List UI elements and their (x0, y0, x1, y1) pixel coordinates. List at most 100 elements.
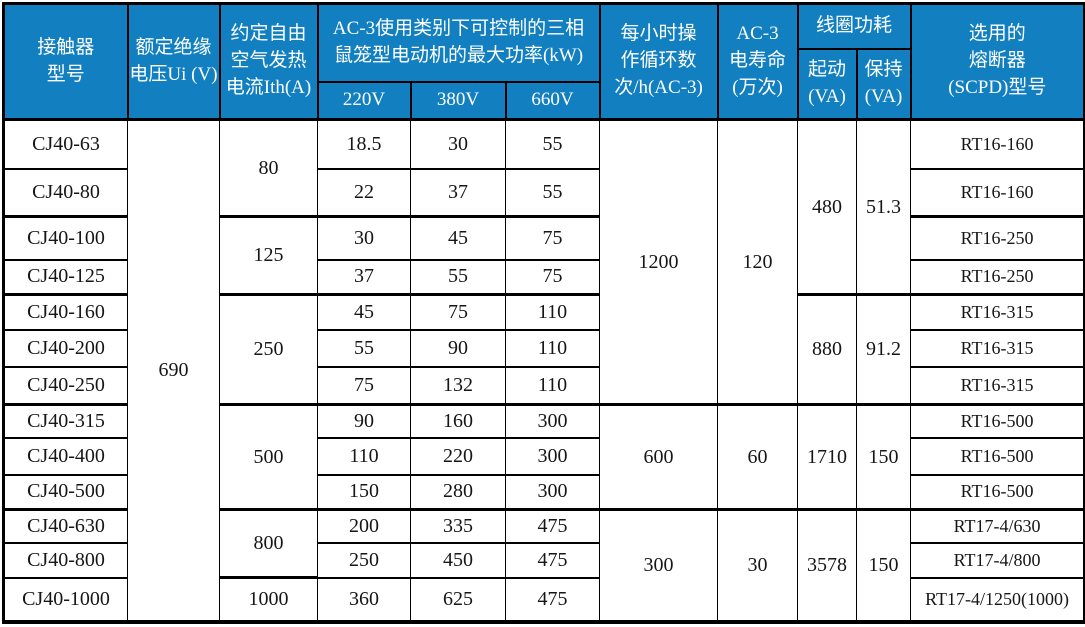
table-cell: 800 (219, 508, 318, 579)
table-cell: 60 (717, 403, 799, 511)
table-cell: 450 (410, 541, 506, 579)
table-row: CJ40-160 250 45 75 110 880 91.2 RT16-315 (3, 293, 1085, 406)
table-cell: 1000 (219, 576, 318, 623)
table-cell: CJ40-630 (3, 508, 128, 544)
table-cell: CJ40-250 (3, 365, 128, 406)
table-cell: 22 (317, 167, 411, 218)
table-cell: CJ40-80 (3, 167, 128, 218)
col-header-fuse-model: 选用的 熔断器 (SCPD)型号 (909, 2, 1085, 121)
table-cell: 220 (410, 436, 506, 476)
table-cell: 110 (504, 293, 601, 331)
table-row: CJ40-800 250 450 475 RT17-4/800 (3, 541, 1085, 579)
table-cell: 1200 (599, 118, 719, 406)
table-cell: RT16-250 (910, 258, 1085, 296)
table-cell: RT16-160 (910, 118, 1085, 170)
table-cell: 200 (317, 508, 411, 544)
table-cell: 150 (317, 473, 411, 511)
table-row: CJ40-315 500 90 160 300 600 60 1710 150 RT16-500 (3, 403, 1085, 511)
col-header-electrical-life: AC-3 电寿命 (万次) (716, 2, 799, 121)
table-cell: 880 (797, 293, 858, 406)
table-cell: 125 (219, 215, 318, 296)
table-cell: 30 (410, 118, 506, 170)
table-cell: 110 (317, 436, 411, 476)
table-row: CJ40-250 75 132 110 RT16-315 (3, 365, 1085, 406)
col-header-coil-consumption-group: 线圈功耗 (796, 2, 912, 50)
table-cell: 90 (410, 328, 506, 368)
table-cell: 75 (504, 258, 601, 296)
table-cell: CJ40-400 (3, 436, 128, 476)
table-cell: 75 (410, 293, 506, 331)
col-header-model: 接触器 型号 (2, 2, 129, 121)
table-cell: 475 (504, 541, 601, 579)
table-cell: 75 (504, 215, 601, 261)
table-cell: CJ40-1000 (3, 576, 128, 623)
table-cell: 37 (410, 167, 506, 218)
table-cell: 55 (504, 167, 601, 218)
table-cell: 55 (504, 118, 601, 170)
table-cell: RT16-315 (910, 328, 1085, 368)
table-cell: 250 (317, 541, 411, 579)
table-row: CJ40-80 22 37 55 RT16-160 (3, 167, 1085, 218)
table-cell: 160 (410, 403, 506, 439)
table-cell: 335 (410, 508, 506, 544)
table-cell: 55 (317, 328, 411, 368)
table-cell: RT16-500 (910, 436, 1085, 476)
table-cell: 360 (317, 576, 411, 623)
table-cell: 1710 (797, 403, 858, 511)
table-cell: RT16-160 (910, 167, 1085, 218)
table-cell: 80 (219, 118, 318, 218)
table-cell: RT17-4/630 (910, 508, 1085, 544)
table-cell: RT16-315 (910, 365, 1085, 406)
table-row: CJ40-63 690 80 18.5 30 55 1200 120 480 51.3 RT16-1… (3, 118, 1085, 623)
table-cell: RT16-500 (910, 473, 1085, 511)
table-cell: 30 (317, 215, 411, 261)
table-cell: 91.2 (856, 293, 912, 406)
table-cell: 3578 (797, 508, 858, 623)
table-cell: 150 (856, 508, 912, 623)
col-header-insulation-voltage: 额定绝缘 电压Ui (V) (126, 2, 221, 121)
table-row: CJ40-200 55 90 110 RT16-315 (3, 328, 1085, 368)
col-header-coil-start: 起动 (VA) (796, 47, 858, 121)
table-cell: CJ40-100 (3, 215, 128, 261)
table-cell: 300 (504, 436, 601, 476)
table-cell: 110 (504, 365, 601, 406)
table-cell: CJ40-200 (3, 328, 128, 368)
table-cell: 480 (797, 118, 858, 296)
table-cell: 280 (410, 473, 506, 511)
table-cell: 625 (410, 576, 506, 623)
table-cell: 600 (599, 403, 719, 511)
table-cell: 132 (410, 365, 506, 406)
table-row: CJ40-630 800 200 335 475 300 30 3578 150 RT17-4/6… (3, 508, 1085, 623)
table-row: CJ40-1000 1000 360 625 475 RT17-4/1250(1000) (3, 576, 1085, 623)
table-cell: 150 (856, 403, 912, 511)
table-cell: 300 (504, 403, 601, 439)
table-cell: RT16-500 (910, 403, 1085, 439)
col-header-660v: 660V (504, 80, 601, 121)
table-cell: CJ40-500 (3, 473, 128, 511)
table-header: 接触器 型号 额定绝缘 电压Ui (V) 约定自由 空气发热 电流Ith(A) AC-… (2, 2, 1085, 121)
table-cell: CJ40-63 (3, 118, 128, 170)
table-cell: RT17-4/1250(1000) (910, 576, 1085, 623)
table-cell: 475 (504, 508, 601, 544)
col-header-max-power-group: AC-3使用类别下可控制的三相 鼠笼型电动机的最大功率(kW) (316, 2, 601, 83)
table-cell: CJ40-800 (3, 541, 128, 579)
table-cell: 90 (317, 403, 411, 439)
table-cell: 690 (127, 118, 220, 623)
table-cell: 500 (219, 403, 318, 511)
table-cell: 300 (504, 473, 601, 511)
table-cell: 30 (717, 508, 799, 623)
table-body: CJ40-63 690 80 18.5 30 55 1200 120 480 51.3 RT16-1… (3, 118, 1085, 623)
table-cell: CJ40-125 (3, 258, 128, 296)
col-header-cycles-per-hour: 每小时操 作循环数 次/h(AC-3) (598, 2, 719, 121)
col-header-220v: 220V (316, 80, 412, 121)
table-row: CJ40-400 110 220 300 RT16-500 (3, 436, 1085, 476)
table-cell: 51.3 (856, 118, 912, 296)
col-header-coil-hold: 保持 (VA) (855, 47, 912, 121)
table-row: CJ40-100 125 30 45 75 RT16-250 (3, 215, 1085, 296)
table-cell: 37 (317, 258, 411, 296)
table-cell: 18.5 (317, 118, 411, 170)
col-header-380v: 380V (409, 80, 507, 121)
table-cell: 55 (410, 258, 506, 296)
table-cell: 45 (317, 293, 411, 331)
